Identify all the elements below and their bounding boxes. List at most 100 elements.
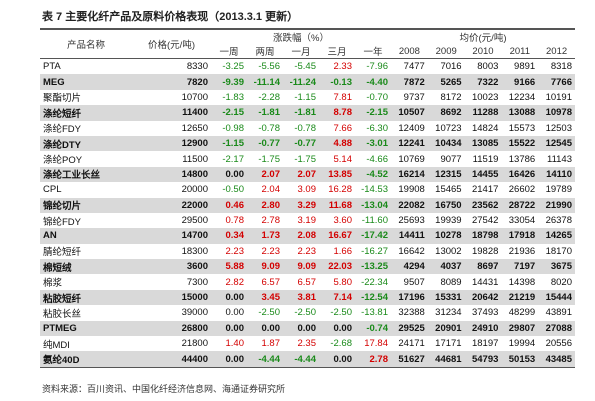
table-row: 粘胶短纤 15000 0.00 3.45 3.81 7.14 -12.54 17196 1533… [40, 289, 575, 306]
avg-cell: 12503 [545, 122, 572, 134]
change-cell: -0.78 [258, 122, 280, 134]
price-cell: 12900 [132, 135, 211, 152]
product-name: 锦纶切片 [40, 197, 132, 213]
change-cell: -4.40 [355, 74, 391, 90]
product-name: 涤纶FDY [43, 124, 82, 136]
change-cell: 1.66 [333, 245, 353, 257]
table-row: 涤纶工业长丝 14800 0.00 2.07 2.07 13.85 -4.52 16214 12… [40, 166, 575, 183]
avg-cell: 51627 [391, 351, 428, 368]
change-cell: 0.00 [283, 320, 319, 337]
change-header: 一周 [219, 47, 239, 58]
avg-cell: 12545 [538, 135, 575, 152]
price-cell: 18300 [181, 245, 208, 257]
avg-cell: 7197 [501, 259, 539, 275]
change-cell: -0.50 [222, 184, 244, 196]
avg-cell: 16642 [398, 245, 425, 257]
change-cell: 2.23 [261, 245, 281, 257]
price-cell: 14800 [132, 166, 211, 183]
change-cell: -0.77 [283, 135, 319, 152]
avg-cell: 4037 [427, 259, 465, 275]
avg-cell: 8697 [464, 259, 502, 275]
avg-cell: 43485 [538, 351, 575, 368]
change-cell: 0.00 [225, 307, 245, 319]
avg-header: 2010 [472, 45, 494, 57]
avg-cell: 21219 [501, 289, 539, 306]
avg-header: 2008 [398, 45, 420, 57]
avg-cell: 7766 [538, 74, 575, 90]
avg-cell: 13085 [464, 135, 502, 152]
avg-cell: 9891 [514, 61, 536, 73]
change-cell: -7.96 [366, 61, 388, 73]
change-cell: 2.35 [297, 338, 317, 350]
avg-cell: 20901 [427, 320, 465, 337]
price-cell: 7820 [132, 74, 211, 90]
avg-cell: 10723 [435, 122, 462, 134]
product-name: MEG [40, 74, 132, 90]
avg-cell: 15465 [435, 184, 462, 196]
price-cell: 7300 [186, 276, 208, 288]
avg-cell: 8020 [550, 276, 572, 288]
change-cell: -1.75 [294, 153, 316, 165]
avg-cell: 11288 [464, 105, 502, 121]
change-cell: -11.60 [361, 215, 388, 227]
change-cell: 7.66 [333, 122, 353, 134]
change-header: 两周 [255, 47, 275, 58]
table-row: 涤纶短纤 11400 -2.15 -1.81 -1.81 8.78 -2.15 10507 86… [40, 105, 575, 121]
avg-cell: 37493 [471, 307, 499, 319]
avg-cell: 12234 [508, 91, 536, 103]
price-cell: 10700 [181, 91, 208, 103]
change-cell: -2.17 [222, 153, 244, 165]
change-cell: 0.00 [247, 320, 283, 337]
avg-cell: 10507 [391, 105, 428, 121]
avg-cell: 19908 [398, 184, 425, 196]
avg-cell: 21417 [471, 184, 499, 196]
change-cell: 22.03 [319, 259, 355, 275]
avg-header: 2012 [546, 45, 568, 57]
change-cell: 0.00 [211, 166, 247, 183]
change-cell: 0.78 [225, 215, 245, 227]
avg-header: 2011 [509, 45, 530, 57]
product-name: CPL [43, 184, 62, 196]
avg-cell: 24171 [398, 338, 425, 350]
table-header: 产品名称 价格(元/吨) 涨跌幅（%） 均价(元/吨) 一周 两周 一月 三月 一年 20… [40, 29, 575, 59]
change-cell: 16.67 [319, 228, 355, 244]
change-cell: 2.78 [355, 351, 391, 368]
change-cell: -13.81 [361, 307, 388, 319]
change-cell: -0.77 [247, 135, 283, 152]
change-cell: -13.04 [355, 197, 391, 213]
avg-cell: 7322 [464, 74, 502, 90]
product-name: AN [40, 228, 132, 244]
avg-cell: 32388 [398, 307, 425, 319]
avg-cell: 19828 [471, 245, 499, 257]
table-row: 锦纶FDY 29500 0.78 2.78 3.19 3.60 -11.60 25693 199… [40, 213, 575, 228]
table-row: PTMEG 26800 0.00 0.00 0.00 0.00 -0.74 29525 2090… [40, 320, 575, 337]
table-row: 锦纶切片 22000 0.46 2.80 3.29 11.68 -13.04 22082 167… [40, 197, 575, 213]
change-cell: 4.88 [319, 135, 355, 152]
change-cell: -2.68 [330, 338, 352, 350]
avg-cell: 26602 [508, 184, 536, 196]
avg-cell: 12241 [391, 135, 428, 152]
change-cell: 0.00 [319, 320, 355, 337]
change-cell: 2.23 [225, 245, 245, 257]
price-cell: 22000 [132, 197, 211, 213]
avg-cell: 5265 [427, 74, 465, 90]
product-name: 棉浆 [43, 278, 63, 290]
avg-cell: 18798 [464, 228, 502, 244]
change-cell: 8.78 [319, 105, 355, 121]
table-row: CPL 20000 -0.50 2.04 3.09 16.28 -14.53 19908 154… [40, 182, 575, 197]
product-name: 粘胶短纤 [40, 289, 132, 306]
avg-cell: 18197 [471, 338, 499, 350]
product-name: 涤纶DTY [40, 135, 132, 152]
change-cell: 0.00 [211, 351, 247, 368]
change-cell: 1.87 [261, 338, 281, 350]
avg-cell: 24910 [464, 320, 502, 337]
avg-cell: 23562 [464, 197, 502, 213]
avg-cell: 7016 [440, 61, 462, 73]
avg-cell: 9507 [403, 276, 425, 288]
change-cell: 2.78 [261, 215, 281, 227]
price-cell: 15000 [132, 289, 211, 306]
avg-cell: 25693 [398, 215, 425, 227]
change-cell: -0.70 [366, 91, 388, 103]
product-name: 氨纶40D [40, 351, 132, 368]
